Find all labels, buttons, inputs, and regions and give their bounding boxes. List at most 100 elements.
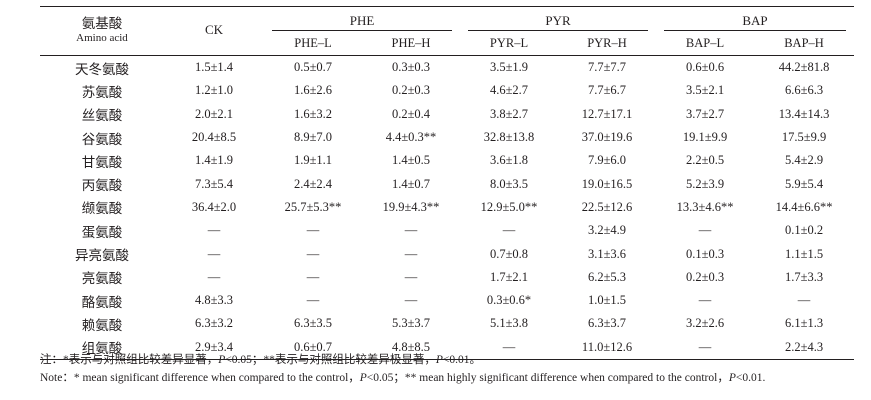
table-cell: 1.0±1.5	[587, 293, 627, 308]
table-cell: —	[502, 223, 516, 238]
table-cell: —	[797, 293, 811, 308]
table-cell: 25.7±5.3**	[284, 199, 342, 214]
table-cell: 4.4±0.3**	[385, 130, 437, 145]
table-cell: 2.9±3.4	[194, 339, 234, 354]
table-cell: 6.3±3.2	[194, 316, 234, 331]
note-zh-p2: P	[435, 354, 443, 366]
table-cell: —	[306, 223, 320, 238]
table-cell: 0.1±0.2	[784, 223, 824, 238]
table-cell: 3.2±4.9	[587, 223, 627, 238]
table-cell: —	[207, 246, 221, 261]
table-row: 甘氨酸 1.4±1.9 1.9±1.1 1.4±0.5 3.6±1.8 7.9±6.0 2.…	[40, 149, 854, 172]
table-cell: 5.3±3.7	[391, 316, 431, 331]
table-cell: —	[207, 223, 221, 238]
table-cell: 3.8±2.7	[489, 106, 529, 121]
table-cell: 36.4±2.0	[191, 199, 237, 214]
table-cell: 3.5±2.1	[685, 83, 725, 98]
table-cell: 20.4±8.5	[191, 130, 237, 145]
table-cell: —	[698, 223, 712, 238]
table-cell: 2.2±0.5	[685, 153, 725, 168]
group-label-phe: PHE	[349, 13, 375, 28]
note-en-mid: <0.05；** mean highly significant differe…	[366, 372, 729, 384]
col-header-pyr-l: PYR–L	[489, 35, 529, 50]
note-en-prefix: Note：* mean significant difference when …	[40, 372, 360, 384]
table-cell: 0.1±0.3	[685, 246, 725, 261]
table-cell: 1.4±0.7	[391, 176, 431, 191]
amino-acid-name: 酪氨酸	[81, 294, 123, 310]
note-zh-prefix: 注：*表示与对照组比较差异显著，	[40, 354, 219, 366]
table-cell: 1.6±2.6	[293, 83, 333, 98]
table-cell: 7.7±7.7	[587, 60, 627, 75]
table-cell: 0.2±0.3	[685, 269, 725, 284]
table-cell: —	[207, 269, 221, 284]
table-cell: 3.5±1.9	[489, 60, 529, 75]
note-en: Note：* mean significant difference when …	[40, 369, 860, 387]
table-cell: 6.6±6.3	[784, 83, 824, 98]
table-cell: 0.3±0.3	[391, 60, 431, 75]
table-cell: —	[404, 223, 418, 238]
table-cell: 7.3±5.4	[194, 176, 234, 191]
table-row: 谷氨酸 20.4±8.5 8.9±7.0 4.4±0.3** 32.8±13.8 37.0…	[40, 126, 854, 149]
table-cell: 1.1±1.5	[784, 246, 824, 261]
header-row-groups: 氨基酸 Amino acid CK PHE PYR BAP	[40, 6, 855, 56]
group-label-pyr: PYR	[545, 13, 571, 28]
note-zh-p1: P	[218, 354, 226, 366]
col-header-pyr-h: PYR–H	[587, 35, 627, 50]
table-row: 赖氨酸 6.3±3.2 6.3±3.5 5.3±3.7 5.1±3.8 6.3±3.7 3.…	[40, 312, 854, 335]
col-header-bap-l: BAP–L	[685, 35, 725, 50]
table-cell: 6.2±5.3	[587, 269, 627, 284]
table-cell: —	[404, 269, 418, 284]
table-cell: 37.0±19.6	[581, 130, 633, 145]
table-cell: 1.2±1.0	[194, 83, 234, 98]
group-header-phe: PHE	[264, 7, 460, 31]
table-cell: 13.3±4.6**	[676, 199, 734, 214]
table-cell: 8.9±7.0	[293, 130, 333, 145]
group-header-pyr: PYR	[460, 7, 656, 31]
table-cell: 44.2±81.8	[778, 60, 830, 75]
note-en-p2: P	[728, 372, 736, 384]
table-row: 天冬氨酸 1.5±1.4 0.5±0.7 0.3±0.3 3.5±1.9 7.7±7.7 0…	[40, 56, 854, 80]
note-zh: 注：*表示与对照组比较差异显著，P<0.05；**表示与对照组比较差异极显著，P…	[40, 351, 860, 369]
table-cell: 1.7±3.3	[784, 269, 824, 284]
table-cell: 12.7±17.1	[581, 106, 633, 121]
table-cell: 7.9±6.0	[587, 153, 627, 168]
ck-header: CK	[164, 6, 264, 56]
amino-acid-name: 丝氨酸	[81, 108, 123, 124]
table-cell: 32.8±13.8	[483, 130, 535, 145]
table-cell: 12.9±5.0**	[480, 199, 538, 214]
note-en-p1: P	[359, 372, 367, 384]
table-cell: 11.0±12.6	[581, 339, 633, 354]
table-cell: 1.7±2.1	[489, 269, 529, 284]
table-cell: 5.1±3.8	[489, 316, 529, 331]
col-header-bap-h: BAP–H	[784, 35, 824, 50]
table-cell: —	[404, 246, 418, 261]
amino-acid-header-en: Amino acid	[76, 32, 128, 44]
table-cell: 7.7±6.7	[587, 83, 627, 98]
table-cell: 0.5±0.7	[293, 60, 333, 75]
table-cell: 0.2±0.3	[391, 83, 431, 98]
table-cell: 5.9±5.4	[784, 176, 824, 191]
table-cell: 22.5±12.6	[581, 199, 633, 214]
table-cell: 2.0±2.1	[194, 106, 234, 121]
amino-acid-name: 亮氨酸	[81, 271, 123, 287]
table-cell: 0.2±0.4	[391, 106, 431, 121]
table-cell: 6.1±1.3	[784, 316, 824, 331]
group-rule-pyr	[468, 30, 649, 31]
table-cell: —	[306, 246, 320, 261]
table-row: 组氨酸 2.9±3.4 0.6±0.7 4.8±8.5 — 11.0±12.6 — 2.2±4…	[40, 336, 854, 360]
table-cell: 2.4±2.4	[293, 176, 333, 191]
table-cell: 19.0±16.5	[581, 176, 633, 191]
amino-acid-table-container: 氨基酸 Amino acid CK PHE PYR BAP PHE–	[40, 6, 855, 360]
table-cell: 6.3±3.5	[293, 316, 333, 331]
table-row: 苏氨酸 1.2±1.0 1.6±2.6 0.2±0.3 4.6±2.7 7.7±6.7 3.…	[40, 79, 854, 102]
group-rule-phe	[272, 30, 452, 31]
amino-acid-name: 丙氨酸	[81, 178, 123, 194]
table-cell: 3.6±1.8	[489, 153, 529, 168]
table-cell: —	[698, 339, 712, 354]
table-cell: 3.2±2.6	[685, 316, 725, 331]
table-cell: 0.6±0.6	[685, 60, 725, 75]
table-row: 丝氨酸 2.0±2.1 1.6±3.2 0.2±0.4 3.8±2.7 12.7±17.1…	[40, 103, 854, 126]
table-cell: 0.7±0.8	[489, 246, 529, 261]
table-cell: 1.5±1.4	[194, 60, 234, 75]
table-cell: 5.2±3.9	[685, 176, 725, 191]
